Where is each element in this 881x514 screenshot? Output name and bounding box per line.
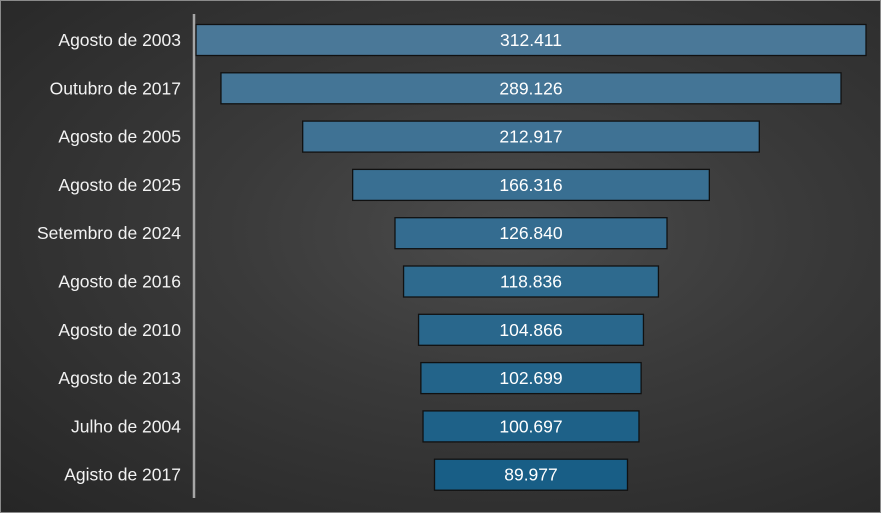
category-label: Agosto de 2016 [58, 272, 181, 292]
category-label: Julho de 2004 [71, 416, 181, 436]
data-label: 166.316 [499, 175, 562, 195]
funnel-bar [394, 217, 668, 250]
funnel-bar [420, 361, 642, 395]
data-label: 312.411 [500, 30, 562, 50]
funnel-bar [417, 313, 645, 346]
funnel-bar [220, 72, 842, 105]
funnel-bar [402, 265, 660, 298]
data-label: 102.699 [499, 368, 562, 388]
data-label: 289.126 [499, 78, 562, 98]
data-label: 126.840 [499, 223, 563, 243]
category-label: Outubro de 2017 [50, 78, 181, 98]
funnel-bar [422, 410, 640, 443]
data-label: 104.866 [499, 320, 562, 340]
data-label: 118.836 [500, 272, 562, 292]
category-label: Agisto de 2017 [64, 465, 181, 485]
data-label: 212.917 [499, 127, 562, 147]
funnel-bar [433, 458, 629, 491]
category-label: Setembro de 2024 [37, 223, 181, 243]
category-label: Agosto de 2003 [58, 30, 181, 50]
category-label: Agosto de 2013 [58, 368, 181, 388]
data-label: 100.697 [499, 416, 562, 436]
category-label: Agosto de 2010 [58, 320, 181, 340]
category-label: Agosto de 2005 [58, 127, 181, 147]
funnel-bar [352, 168, 710, 202]
funnel-bar [302, 120, 760, 153]
category-label: Agosto de 2025 [58, 175, 181, 195]
funnel-bar [195, 23, 867, 57]
data-label: 89.977 [504, 465, 558, 485]
